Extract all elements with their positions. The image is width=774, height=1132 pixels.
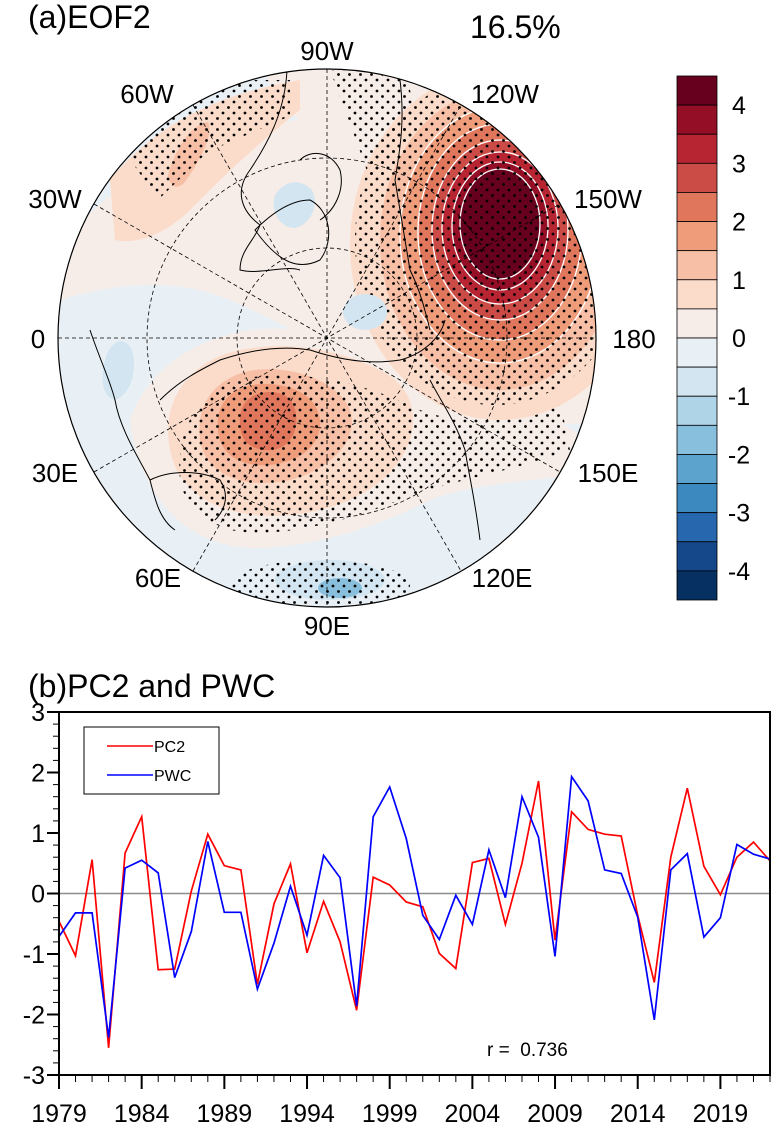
panel-b: (b)PC2 and PWC 3 2 1 0 -1 -2 -3 1979 1984 1989 199… bbox=[23, 668, 771, 1128]
anomaly-greenland-low bbox=[273, 182, 315, 228]
colorbar-box bbox=[676, 279, 718, 310]
colorbar-box bbox=[676, 162, 718, 193]
lon-label-60e: 60E bbox=[135, 563, 181, 593]
explained-variance: 16.5% bbox=[470, 9, 561, 45]
coastlines bbox=[89, 69, 481, 541]
lon-label-120e: 120E bbox=[472, 563, 533, 593]
colorbar-tick-label: -4 bbox=[728, 558, 750, 586]
colorbar-box bbox=[676, 366, 718, 397]
colorbar-box bbox=[676, 221, 718, 252]
lon-label-120w: 120W bbox=[471, 79, 539, 109]
colorbar-tick-label: 3 bbox=[732, 150, 746, 178]
x-tick-label: 2019 bbox=[693, 1100, 749, 1128]
colorbar-tick-label: -2 bbox=[728, 441, 750, 469]
colorbar-tick-label: 2 bbox=[732, 209, 746, 237]
series-line-pwc bbox=[59, 774, 770, 1038]
lon-label-30e: 30E bbox=[32, 458, 78, 488]
correlation-annotation: r = 0.736 bbox=[487, 1040, 568, 1061]
colorbar-box bbox=[676, 75, 718, 106]
colorbar-tick-label: -1 bbox=[728, 383, 750, 411]
legend: PC2 PWC bbox=[83, 726, 220, 795]
lon-label-90w: 90W bbox=[300, 36, 354, 66]
lon-label-150e: 150E bbox=[578, 458, 639, 488]
colorbar-box bbox=[676, 192, 718, 222]
colorbar-box bbox=[676, 454, 718, 484]
lon-label-150w: 150W bbox=[574, 184, 642, 214]
x-tick-label: 1994 bbox=[279, 1100, 335, 1128]
map-boundary bbox=[57, 68, 597, 608]
series-lines bbox=[59, 774, 770, 1048]
series-line-pc2 bbox=[59, 780, 770, 1048]
legend-label-pc2: PC2 bbox=[154, 739, 185, 756]
x-tick-label: 2004 bbox=[445, 1100, 501, 1128]
colorbar-box bbox=[676, 424, 718, 455]
colorbar-box bbox=[676, 483, 718, 514]
colorbar-tick-label: 0 bbox=[732, 325, 746, 353]
y-tick-label: -1 bbox=[23, 941, 45, 969]
polar-map bbox=[57, 68, 597, 608]
y-tick-label: -3 bbox=[23, 1062, 45, 1090]
colorbar-box bbox=[676, 104, 718, 135]
panel-a-title: (a)EOF2 bbox=[28, 0, 151, 35]
stipple-indian-ocean bbox=[230, 560, 410, 607]
x-tick-label: 1999 bbox=[362, 1100, 418, 1128]
axes: 3 2 1 0 -1 -2 -3 1979 1984 1989 1994 1999 2004 2009 20… bbox=[23, 699, 771, 1128]
y-tick-label: 2 bbox=[31, 760, 45, 788]
anomaly-arctic-low bbox=[343, 294, 387, 330]
y-tick-label: 3 bbox=[31, 699, 45, 727]
x-tick-label: 2014 bbox=[610, 1100, 666, 1128]
colorbar-tick-label: 4 bbox=[732, 92, 746, 120]
y-tick-label: -2 bbox=[23, 1002, 45, 1030]
colorbar-box bbox=[676, 337, 718, 368]
stipple-siberia bbox=[179, 375, 571, 533]
colorbar-box bbox=[676, 512, 718, 543]
longitude-labels: 90W 120W 150W 180 150E 120E 90E 60E 30E … bbox=[28, 36, 655, 641]
colorbar-box bbox=[676, 133, 718, 164]
plot-frame bbox=[58, 711, 771, 1076]
colorbar-box bbox=[676, 308, 718, 339]
lon-label-30w: 30W bbox=[28, 184, 82, 214]
legend-box bbox=[83, 726, 220, 795]
lon-label-180: 180 bbox=[612, 324, 655, 354]
lon-label-60w: 60W bbox=[120, 79, 174, 109]
x-tick-label: 1979 bbox=[31, 1100, 87, 1128]
y-tick-label: 1 bbox=[31, 820, 45, 848]
x-tick-label: 1984 bbox=[114, 1100, 170, 1128]
colorbar-tick-label: -3 bbox=[728, 500, 750, 528]
graticule bbox=[58, 69, 596, 607]
x-tick-label: 1989 bbox=[197, 1100, 253, 1128]
stipple-north-america bbox=[330, 70, 415, 180]
chart-title: (b)PC2 and PWC bbox=[28, 668, 275, 704]
panel-a: (a)EOF2 16.5% bbox=[28, 0, 750, 641]
legend-label-pwc: PWC bbox=[154, 768, 191, 785]
lon-label-0: 0 bbox=[31, 324, 45, 354]
colorbar-box bbox=[676, 570, 718, 601]
colorbar-box bbox=[676, 395, 718, 426]
colorbar-tick-label: 1 bbox=[732, 267, 746, 295]
colorbar-box bbox=[676, 250, 718, 281]
colorbar: 4 3 2 1 0 -1 -2 -3 -4 bbox=[676, 75, 750, 601]
x-tick-label: 2009 bbox=[527, 1100, 583, 1128]
y-tick-label: 0 bbox=[31, 881, 45, 909]
lon-label-90e: 90E bbox=[304, 611, 350, 641]
colorbar-box bbox=[676, 541, 718, 572]
